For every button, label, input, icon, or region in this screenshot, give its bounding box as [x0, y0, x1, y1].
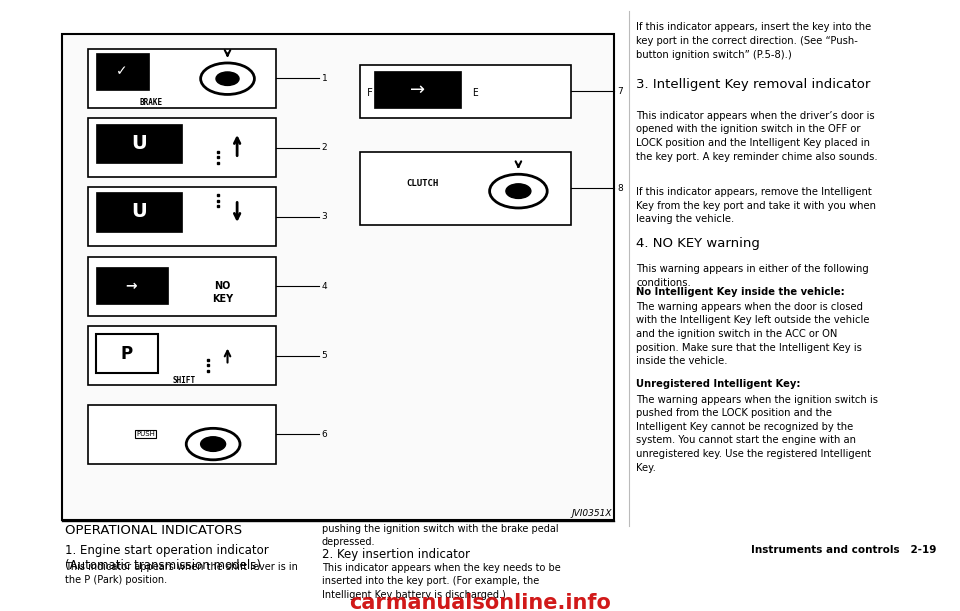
Text: pushing the ignition switch with the brake pedal
depressed.: pushing the ignition switch with the bra… [322, 524, 558, 547]
Bar [88, 404, 276, 464]
Text: CLUTCH: CLUTCH [406, 179, 439, 188]
Text: 7: 7 [617, 87, 623, 96]
Bar [374, 71, 461, 108]
Text: 2: 2 [322, 143, 327, 152]
Bar [88, 326, 276, 385]
Circle shape [506, 184, 531, 199]
Bar [96, 267, 168, 304]
Text: 1. Engine start operation indicator
(Automatic transmission models): 1. Engine start operation indicator (Aut… [65, 544, 269, 571]
Text: 8: 8 [617, 184, 623, 193]
Bar [96, 334, 158, 373]
Text: No Intelligent Key inside the vehicle:: No Intelligent Key inside the vehicle: [636, 287, 845, 297]
Text: OPERATIONAL INDICATORS: OPERATIONAL INDICATORS [65, 524, 243, 537]
Text: →: → [410, 81, 425, 99]
Text: BRAKE: BRAKE [139, 98, 162, 107]
Bar [96, 192, 182, 232]
Text: U: U [132, 202, 147, 221]
Circle shape [216, 72, 239, 86]
Text: This warning appears in either of the following
conditions.: This warning appears in either of the fo… [636, 264, 869, 288]
Bar [360, 65, 571, 118]
Text: This indicator appears when the key needs to be
inserted into the key port. (For: This indicator appears when the key need… [322, 563, 561, 599]
Text: NO: NO [214, 280, 231, 291]
Text: E: E [472, 88, 478, 98]
Text: Instruments and controls   2-19: Instruments and controls 2-19 [751, 546, 936, 555]
Text: If this indicator appears, insert the key into the
key port in the correct direc: If this indicator appears, insert the ke… [636, 23, 872, 60]
Bar [88, 49, 276, 108]
Text: JVI0351X: JVI0351X [571, 510, 612, 518]
Bar [88, 187, 276, 246]
Bar [96, 53, 149, 90]
Text: The warning appears when the ignition switch is
pushed from the LOCK position an: The warning appears when the ignition sw… [636, 395, 878, 472]
Text: PUSH: PUSH [136, 431, 156, 437]
Text: P: P [121, 345, 132, 362]
Text: U: U [132, 134, 147, 153]
Bar [88, 118, 276, 177]
Text: SHIFT: SHIFT [173, 376, 196, 385]
Bar [88, 257, 276, 316]
Text: F: F [367, 88, 372, 98]
Bar [360, 152, 571, 225]
Text: 3. Intelligent Key removal indicator: 3. Intelligent Key removal indicator [636, 78, 871, 90]
Text: 6: 6 [322, 430, 327, 439]
Circle shape [201, 437, 226, 452]
Text: carmanualsonline.info: carmanualsonline.info [349, 593, 611, 611]
Text: 5: 5 [322, 351, 327, 360]
Text: 3: 3 [322, 212, 327, 221]
Text: 1: 1 [322, 74, 327, 83]
Text: This indicator appears when the shift lever is in
the P (Park) position.: This indicator appears when the shift le… [65, 562, 299, 585]
Text: KEY: KEY [212, 293, 233, 304]
Text: The warning appears when the door is closed
with the Intelligent Key left outsid: The warning appears when the door is clo… [636, 302, 870, 366]
Text: 4. NO KEY warning: 4. NO KEY warning [636, 237, 760, 251]
Bar [62, 34, 614, 520]
Text: →: → [126, 279, 137, 293]
Text: 2. Key insertion indicator: 2. Key insertion indicator [322, 548, 469, 561]
Bar [96, 123, 182, 163]
Text: 4: 4 [322, 282, 327, 291]
Text: ✓: ✓ [116, 64, 128, 78]
Text: Unregistered Intelligent Key:: Unregistered Intelligent Key: [636, 379, 801, 389]
Text: This indicator appears when the driver’s door is
opened with the ignition switch: This indicator appears when the driver’s… [636, 111, 878, 161]
Text: If this indicator appears, remove the Intelligent
Key from the key port and take: If this indicator appears, remove the In… [636, 187, 876, 224]
